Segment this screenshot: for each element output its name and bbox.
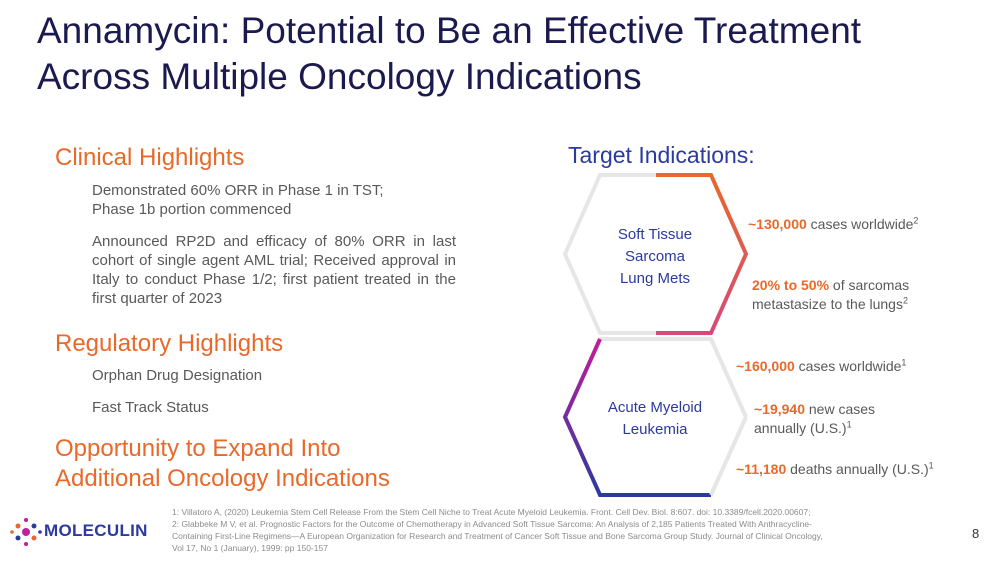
hex1-label-line3: Lung Mets bbox=[619, 270, 691, 287]
page-number: 8 bbox=[972, 526, 980, 541]
stat-lung-metastasis-text: of sarcomas bbox=[829, 277, 910, 293]
stat-aml-new-cases-line2: annually (U.S.) bbox=[754, 420, 847, 436]
reference-line-2: 2: Glabbeke M V, et al. Prognostic Facto… bbox=[172, 519, 812, 529]
moleculin-logo-icon bbox=[10, 518, 42, 546]
stat-lung-metastasis-ref: 2 bbox=[902, 295, 908, 306]
stat-aml-deaths: ~11,180 deaths annually (U.S.)1 bbox=[736, 460, 934, 479]
reference-line-4: Vol 17, No 1 (January), 1999: pp 150-157 bbox=[172, 543, 328, 553]
clinical-bullet-1: Demonstrated 60% ORR in Phase 1 in TST; … bbox=[92, 181, 456, 219]
reference-line-3: Containing First-Line Regimens—A Europea… bbox=[172, 531, 823, 541]
stat-aml-new-cases-text: new cases bbox=[805, 401, 876, 417]
hex-acute-myeloid-leukemia: Acute Myeloid Leukemia bbox=[590, 397, 720, 441]
stat-aml-new-cases-ref: 1 bbox=[846, 419, 852, 430]
hex2-outline-gradient bbox=[562, 338, 711, 497]
clinical-bullet-1-line1: Demonstrated 60% ORR in Phase 1 in TST; bbox=[92, 182, 384, 199]
regulatory-highlights-heading: Regulatory Highlights bbox=[55, 330, 284, 357]
stat-lung-metastasis: 20% to 50% of sarcomas metastasize to th… bbox=[752, 276, 909, 314]
stat-lung-metastasis-line2: metastasize to the lungs bbox=[752, 296, 903, 312]
hex2-label-line2: Leukemia bbox=[622, 421, 688, 438]
hex-soft-tissue-sarcoma: Soft Tissue Sarcoma Lung Mets bbox=[600, 224, 710, 290]
clinical-highlights-heading: Clinical Highlights bbox=[55, 144, 245, 171]
stat-lung-metastasis-number: 20% to 50% bbox=[752, 277, 830, 293]
opportunity-heading-line2: Additional Oncology Indications bbox=[55, 465, 390, 492]
clinical-bullet-1-line2: Phase 1b portion commenced bbox=[92, 201, 292, 218]
stat-aml-new-cases-number: ~19,940 bbox=[754, 401, 805, 417]
hex1-label-line2: Sarcoma bbox=[624, 248, 686, 265]
hex1-label-line1: Soft Tissue bbox=[617, 226, 693, 243]
slide-title-line1: Annamycin: Potential to Be an Effective … bbox=[37, 10, 862, 51]
reference-line-1: 1: Villatoro A, (2020) Leukemia Stem Cel… bbox=[172, 507, 811, 517]
slide-title: Annamycin: Potential to Be an Effective … bbox=[37, 8, 977, 100]
stat-aml-cases: ~160,000 cases worldwide1 bbox=[736, 357, 906, 376]
hex2-label-line1: Acute Myeloid bbox=[607, 399, 703, 416]
hex1-outline-gray bbox=[562, 173, 656, 335]
stat-sarcoma-cases: ~130,000 cases worldwide2 bbox=[748, 215, 918, 234]
hex1-outline-orange bbox=[656, 173, 749, 335]
stat-aml-cases-ref: 1 bbox=[901, 357, 907, 368]
stat-aml-deaths-number: ~11,180 bbox=[736, 461, 787, 477]
clinical-bullet-2: Announced RP2D and efficacy of 80% ORR i… bbox=[92, 233, 456, 307]
stat-aml-deaths-ref: 1 bbox=[928, 460, 934, 471]
opportunity-heading: Opportunity to Expand Into Additional On… bbox=[55, 434, 390, 494]
stat-aml-deaths-text: deaths annually (U.S.) bbox=[786, 461, 929, 477]
opportunity-heading-line1: Opportunity to Expand Into bbox=[55, 435, 341, 462]
target-indications-heading: Target Indications: bbox=[568, 142, 755, 168]
references: 1: Villatoro A, (2020) Leukemia Stem Cel… bbox=[172, 506, 932, 554]
regulatory-item-fast-track: Fast Track Status bbox=[92, 399, 209, 416]
regulatory-item-orphan: Orphan Drug Designation bbox=[92, 367, 263, 384]
stat-sarcoma-cases-number: ~130,000 bbox=[748, 216, 807, 232]
stat-aml-new-cases: ~19,940 new cases annually (U.S.)1 bbox=[754, 400, 875, 438]
stat-sarcoma-cases-text: cases worldwide bbox=[806, 216, 914, 232]
stat-aml-cases-number: ~160,000 bbox=[736, 358, 795, 374]
slide-title-line2: Across Multiple Oncology Indications bbox=[37, 56, 642, 97]
stat-sarcoma-cases-ref: 2 bbox=[913, 215, 919, 226]
stat-aml-cases-text: cases worldwide bbox=[794, 358, 902, 374]
moleculin-logo-text: MOLECULIN bbox=[44, 521, 148, 540]
hex2-outline-gray-bottom bbox=[709, 416, 748, 496]
